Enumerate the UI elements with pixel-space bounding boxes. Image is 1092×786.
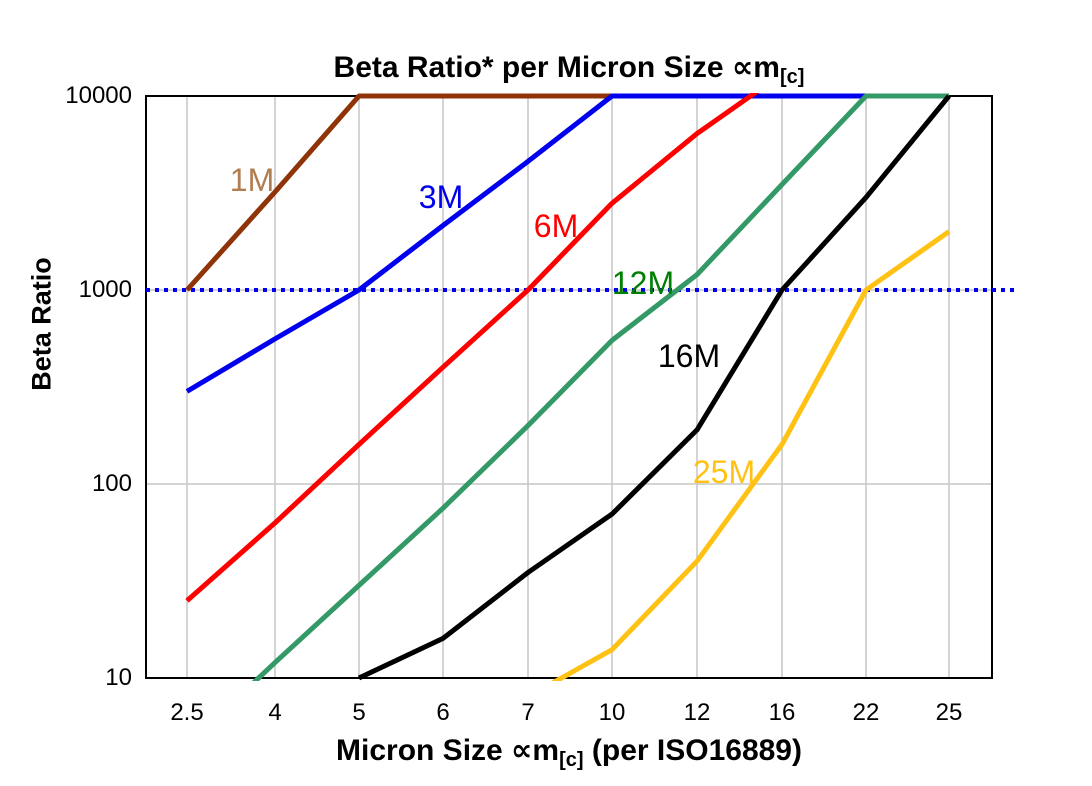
x-tick-22: 22 (852, 699, 880, 726)
x-tick-10: 10 (598, 699, 626, 726)
x-tick-4: 4 (268, 699, 282, 726)
x-tick-2.5: 2.5 (170, 699, 204, 726)
series-line-16m (357, 94, 951, 681)
y-tick-10000: 10000 (65, 82, 132, 109)
x-tick-5: 5 (352, 699, 366, 726)
series-line-25m (551, 229, 951, 681)
x-tick-6: 6 (436, 699, 450, 726)
chart-title-subscript: [c] (780, 66, 805, 88)
series-line-12m (251, 93, 949, 681)
series-label-16m: 16M (657, 338, 721, 374)
series-line-6m (185, 93, 760, 603)
chart-title: Beta Ratio* per Micron Size ∝m[c] (146, 50, 992, 89)
series-line-1m (185, 93, 612, 292)
x-tick-12: 12 (683, 699, 711, 726)
series-label-3m: 3M (418, 179, 464, 215)
series-label-25m: 25M (692, 454, 756, 490)
x-axis-title-subscript: [c] (559, 749, 584, 771)
y-tick-1000: 1000 (78, 276, 132, 303)
x-axis-title: Micron Size ∝m[c] (per ISO16889) (146, 733, 992, 772)
x-axis-title-text: Micron Size ∝m (336, 734, 560, 767)
series-line-3m (185, 93, 949, 394)
x-tick-25: 25 (935, 699, 963, 726)
series-label-6m: 6M (533, 208, 579, 244)
series-label-12m: 12M (611, 265, 675, 301)
series-label-1m: 1M (229, 162, 275, 198)
x-tick-7: 7 (521, 699, 535, 726)
chart-title-text: Beta Ratio* per Micron Size ∝m (333, 51, 780, 84)
y-tick-10: 10 (105, 664, 132, 691)
y-tick-100: 100 (91, 470, 132, 497)
x-tick-16: 16 (768, 699, 796, 726)
x-axis-title-suffix: (per ISO16889) (583, 734, 802, 767)
